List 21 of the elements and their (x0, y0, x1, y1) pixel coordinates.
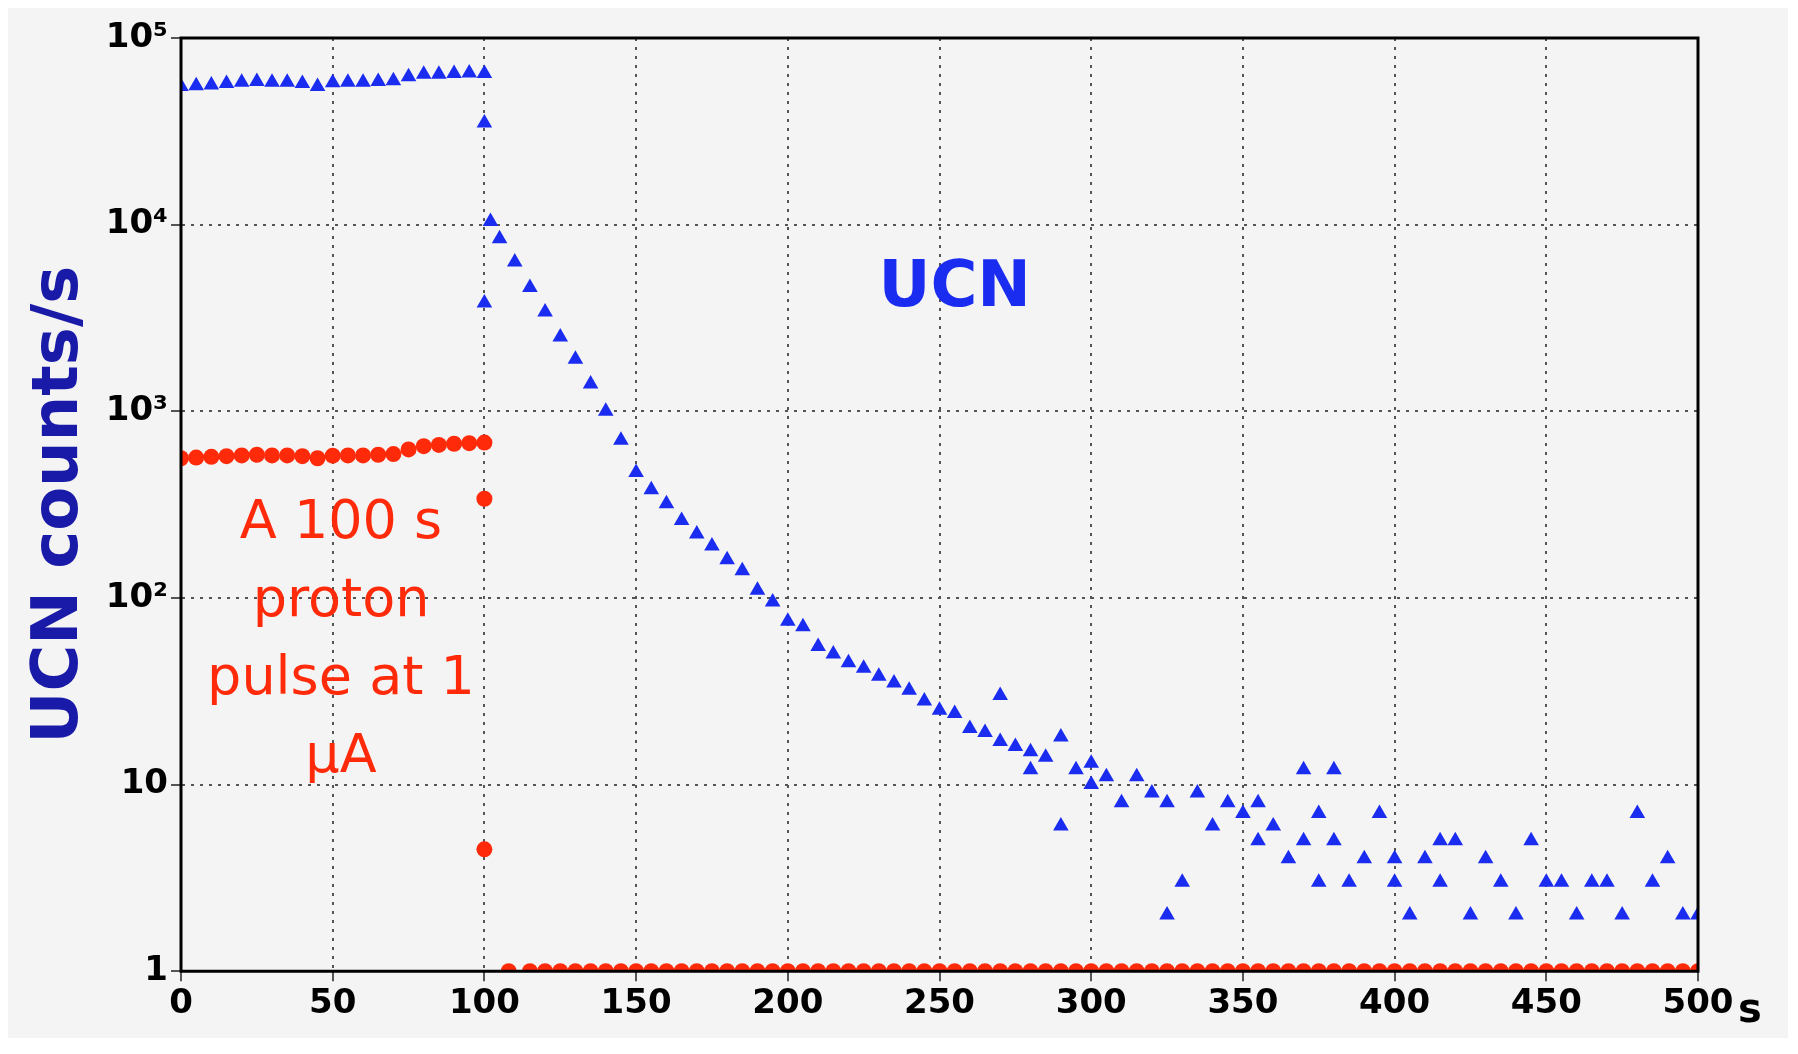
x-tick-label: 450 (1510, 981, 1582, 1022)
y-tick-label: 10² (105, 574, 169, 615)
x-tick-label: 300 (1055, 981, 1127, 1022)
x-tick-label: 200 (752, 981, 824, 1022)
x-axis-title: s (1738, 984, 1762, 1031)
y-tick-label: 10⁵ (105, 14, 169, 55)
y-tick-label: 10 (120, 761, 169, 802)
annotation: A 100 s proton pulse at 1 µA (207, 487, 475, 785)
x-tick-label: 50 (309, 981, 357, 1022)
x-tick-label: 500 (1662, 981, 1734, 1022)
x-tick-label: 350 (1207, 981, 1279, 1022)
x-tick-label: 400 (1359, 981, 1431, 1022)
x-tick-label: 0 (169, 981, 193, 1022)
x-tick-label: 250 (904, 981, 975, 1022)
y-tick-label: 10³ (105, 388, 169, 429)
x-tick-label: 150 (600, 981, 672, 1022)
y-tick-label: 1 (144, 948, 169, 989)
y-axis-title: UCN counts/s (18, 265, 93, 744)
y-tick-label: 10⁴ (105, 201, 169, 242)
x-tick-label: 100 (448, 981, 520, 1022)
text: UCN (878, 246, 1031, 321)
